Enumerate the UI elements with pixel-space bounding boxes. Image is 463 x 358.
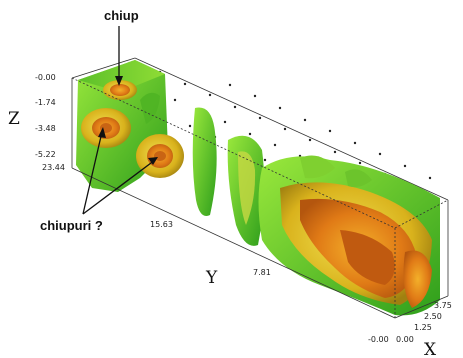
label-chiup: chiup bbox=[104, 8, 139, 23]
y-tick-1: 15.63 bbox=[150, 220, 173, 229]
z-tick-3: -5.22 bbox=[35, 150, 56, 159]
isosurface-left-slab bbox=[76, 60, 184, 192]
x-tick-1: 1.25 bbox=[414, 323, 432, 332]
label-chiupuri: chiupuri ? bbox=[40, 218, 103, 233]
x-tick-3: 3.75 bbox=[434, 301, 452, 310]
z-tick-2: -3.48 bbox=[35, 124, 56, 133]
z-axis-title: Z bbox=[8, 109, 20, 129]
callout-arrows bbox=[82, 26, 156, 215]
box-front-edges bbox=[71, 77, 449, 319]
x-tick-2: 2.50 bbox=[424, 312, 442, 321]
z-tick-0: -0.00 bbox=[35, 73, 56, 82]
box-back-edges bbox=[71, 57, 449, 201]
y-tick-2: 7.81 bbox=[253, 268, 271, 277]
isosurface-right-blob bbox=[258, 155, 440, 316]
y-tick-0: 23.44 bbox=[42, 163, 65, 172]
isosurface-middle-sheets bbox=[192, 107, 265, 246]
y-tick-3: -0.00 bbox=[368, 335, 389, 344]
arrowheads bbox=[98, 76, 158, 165]
x-axis-title: X bbox=[424, 340, 437, 358]
y-axis-title: Y bbox=[205, 268, 218, 288]
z-tick-1: -1.74 bbox=[35, 98, 56, 107]
x-tick-0: 0.00 bbox=[396, 335, 414, 344]
